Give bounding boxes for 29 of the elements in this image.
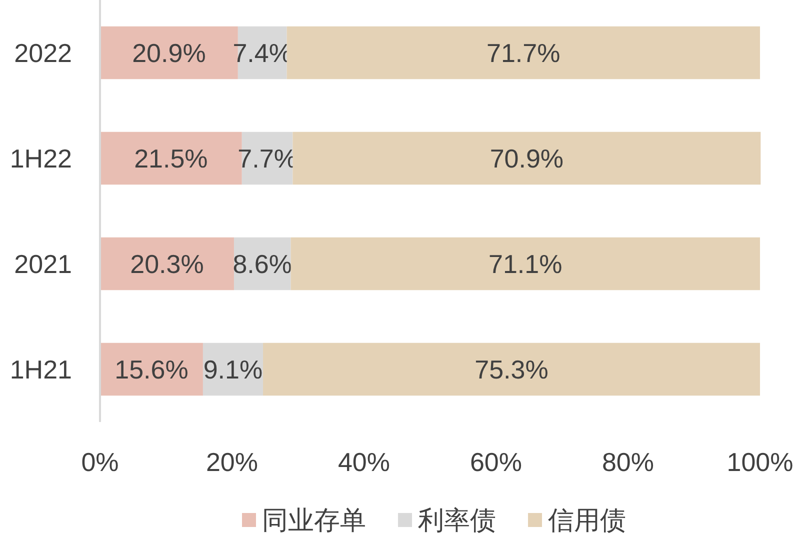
data-label: 71.7% [486, 38, 560, 68]
legend-label: 信用债 [548, 505, 626, 535]
data-label: 9.1% [203, 354, 263, 384]
bar [292, 132, 761, 185]
data-label: 71.1% [488, 248, 562, 279]
bar [100, 237, 234, 290]
y-tick-label: 1H21 [10, 354, 72, 384]
data-label: 15.6% [114, 354, 188, 384]
legend-label: 利率债 [418, 505, 496, 535]
bar [263, 342, 760, 396]
data-label: 20.3% [130, 248, 204, 279]
y-tick-label: 2022 [14, 38, 72, 68]
legend-label: 同业存单 [262, 505, 366, 535]
y-tick-label: 2021 [14, 248, 72, 279]
x-tick-label: 60% [470, 447, 522, 477]
x-tick-label: 80% [602, 447, 654, 477]
x-tick-label: 20% [206, 447, 258, 477]
data-label: 8.6% [232, 248, 292, 279]
x-tick-label: 100% [726, 447, 794, 477]
data-label: 21.5% [134, 143, 208, 174]
y-tick-label: 1H22 [10, 143, 72, 174]
bar [286, 26, 760, 80]
data-label: 70.9% [490, 143, 564, 174]
x-tick-label: 40% [338, 447, 390, 477]
data-label: 20.9% [132, 38, 206, 68]
bar [290, 237, 760, 290]
data-label: 75.3% [474, 354, 548, 384]
bar [100, 342, 203, 396]
x-tick-label: 0% [81, 447, 119, 477]
